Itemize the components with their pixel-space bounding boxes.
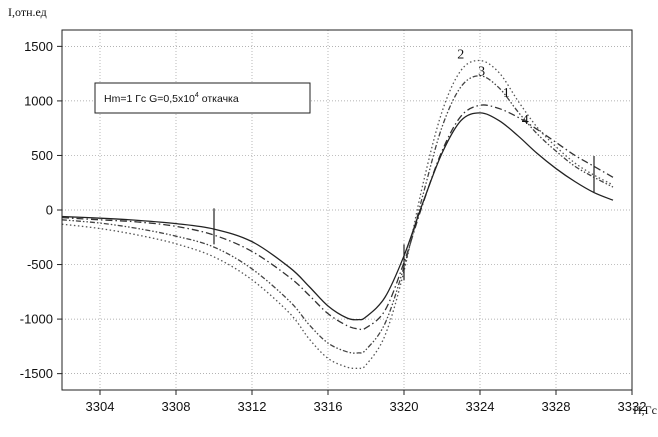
annotation-suffix: откачка <box>199 93 239 105</box>
series-line-2 <box>61 59 614 370</box>
x-tick-label: 3304 <box>86 399 115 414</box>
series-label-2: 2 <box>457 47 464 62</box>
y-tick-label: -1000 <box>20 312 53 327</box>
y-tick-label: 1500 <box>24 39 53 54</box>
x-tick-label: 3308 <box>162 399 191 414</box>
x-tick-label: 3332 <box>618 399 647 414</box>
annotation-text: Hm=1 Гс G=0,5x104 откачка <box>104 92 239 105</box>
axis-ticks: 3304 3308 3312 3316 3320 3324 3328 3332 -1500 -10… <box>20 39 647 414</box>
annotation-frame <box>94 82 311 114</box>
series-label-1: 1 <box>503 86 510 101</box>
y-tick-label: -1500 <box>20 366 53 381</box>
series-label-3: 3 <box>478 64 485 79</box>
series-line-3 <box>61 75 614 354</box>
vertical-markers <box>213 156 595 281</box>
annotation-main: Hm=1 Гс G=0,5x10 <box>104 93 195 105</box>
y-tick-label: 0 <box>46 203 53 218</box>
x-tick-label: 3320 <box>390 399 419 414</box>
series-line-1 <box>61 104 614 331</box>
y-tick-label: 1000 <box>24 93 53 108</box>
series-labels: 1 23 4 <box>457 47 529 127</box>
x-tick-label: 3312 <box>238 399 267 414</box>
x-tick-label: 3316 <box>314 399 343 414</box>
x-tick-label: 3328 <box>542 399 571 414</box>
x-tick-label: 3324 <box>466 399 495 414</box>
annotation-box: Hm=1 Гс G=0,5x104 откачка <box>94 82 311 114</box>
y-tick-label: 500 <box>31 148 53 163</box>
y-tick-label: -500 <box>27 257 53 272</box>
series-label-4: 4 <box>522 113 529 128</box>
y-axis-title: I,отн.ед <box>8 5 47 19</box>
annotation-superscript: 4 <box>195 92 199 99</box>
x-axis-title: H,Гс <box>633 403 657 417</box>
